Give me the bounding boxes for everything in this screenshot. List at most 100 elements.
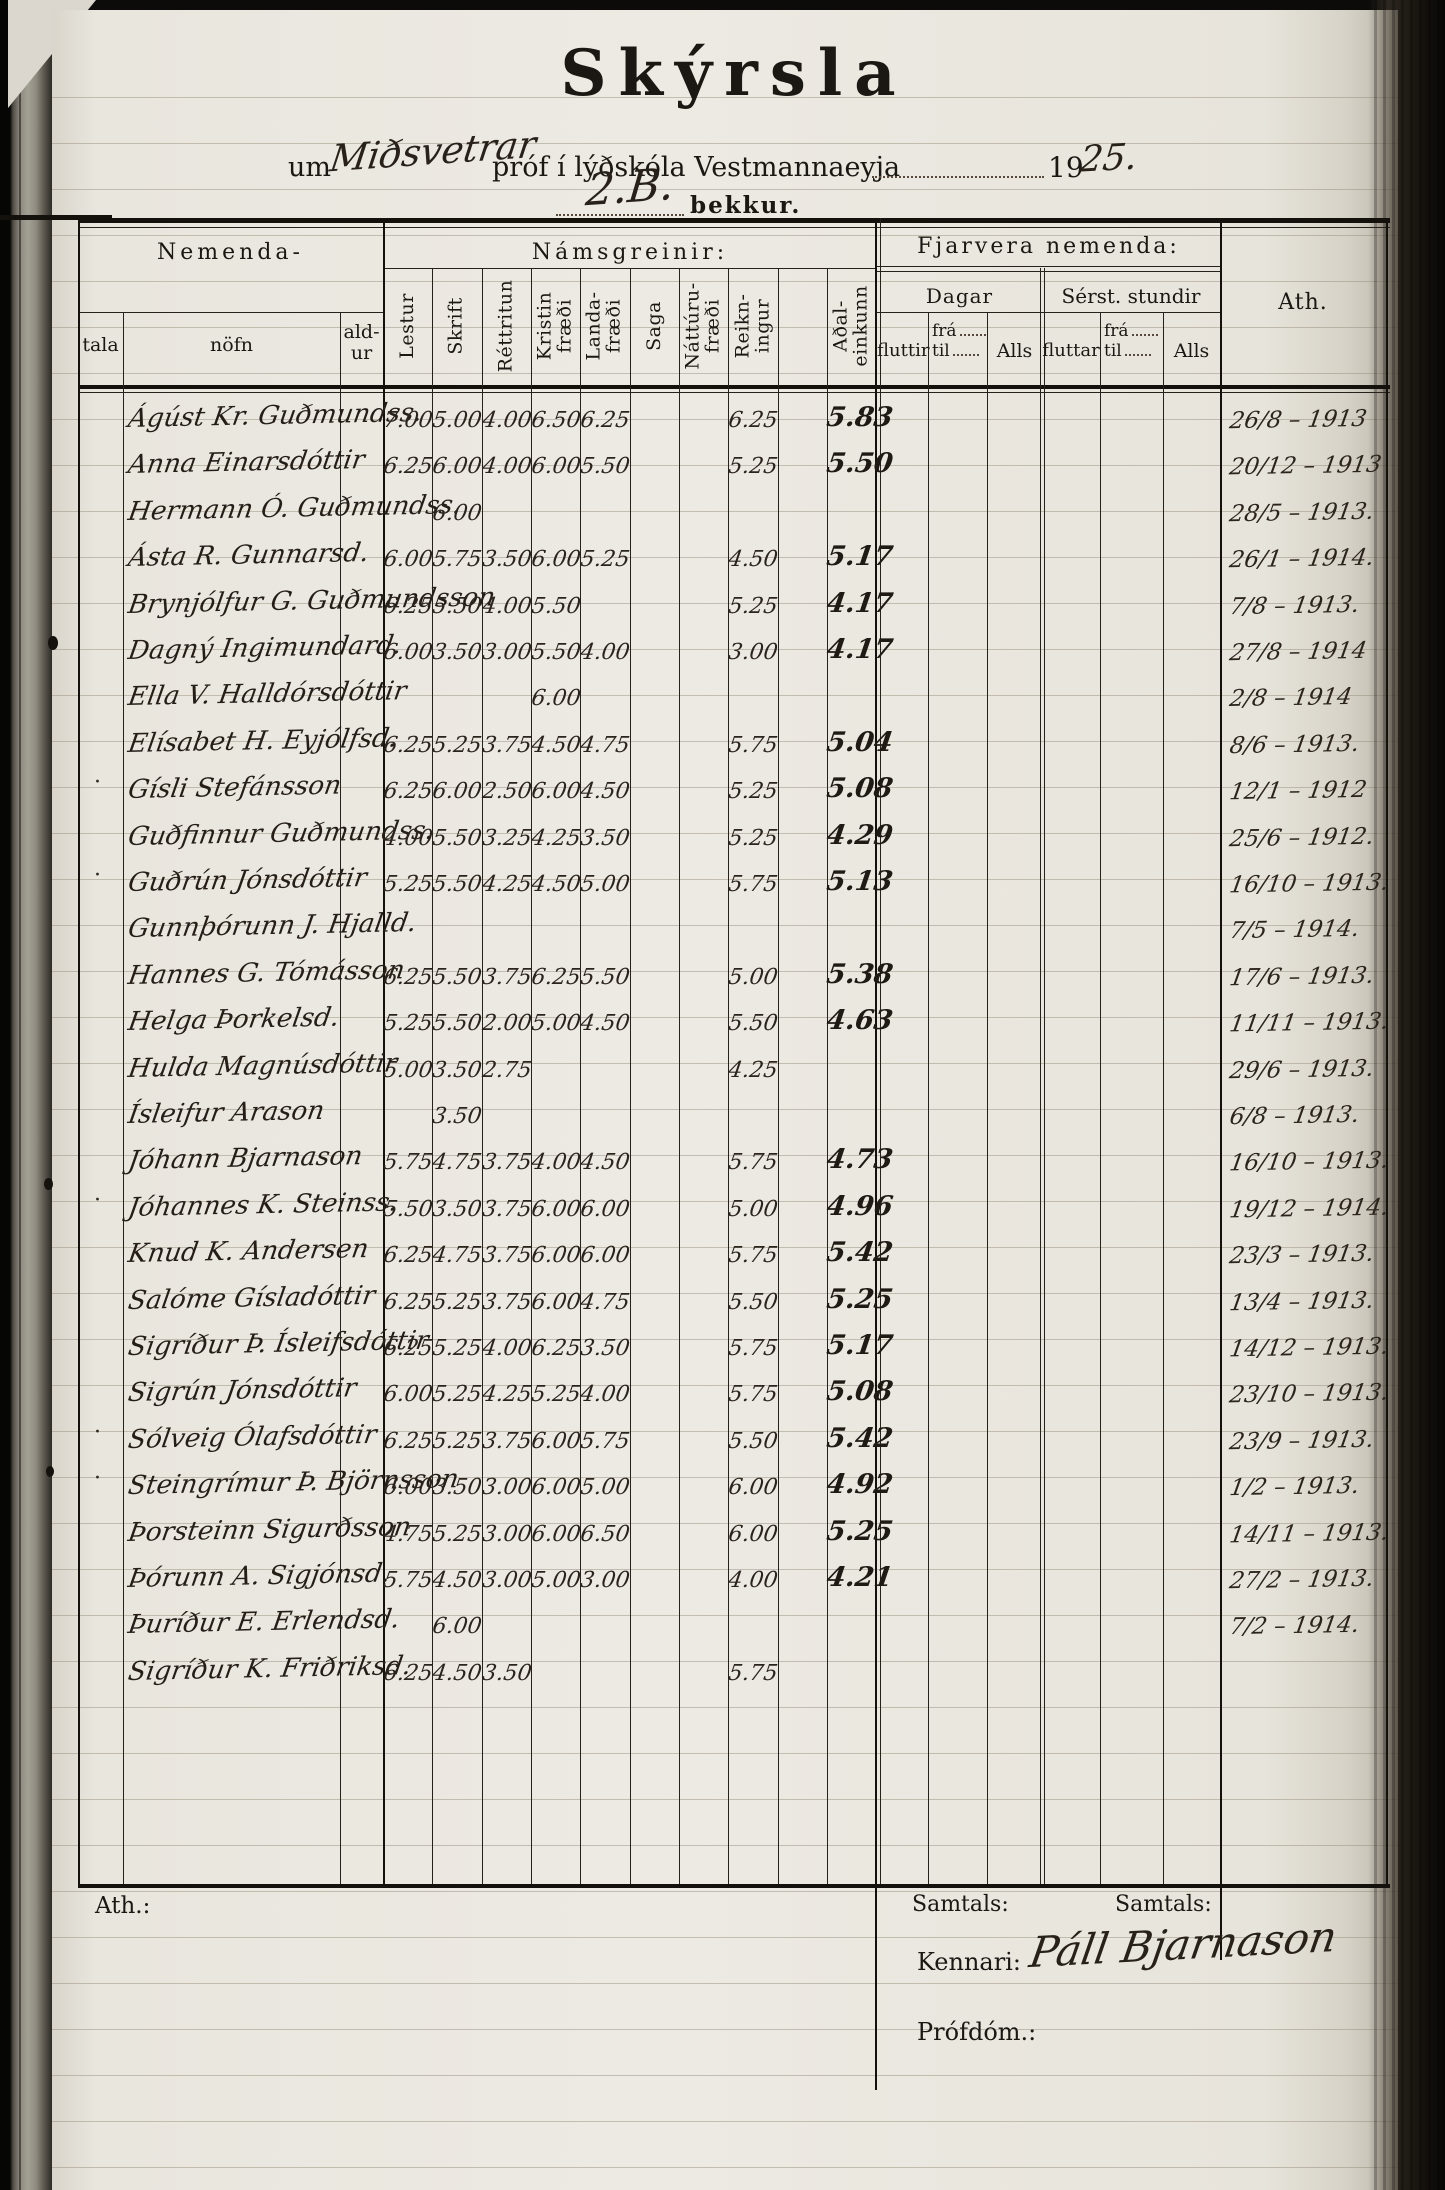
grade-cell-reikningur: 5.25	[726, 593, 780, 619]
student-name: Þórunn A. Sigjónsd.	[126, 1558, 393, 1594]
grade-cell-landafraedi: 4.50	[578, 779, 632, 805]
grade-cell-kristinfraedi: 5.00	[529, 1011, 583, 1037]
subtitle-text: próf í lýðskóla Vestmannaeyja	[492, 152, 901, 183]
grade-cell-kristinfraedi: 5.50	[529, 593, 583, 619]
birthdate-note: 7/5 – 1914.	[1227, 916, 1362, 945]
grid-line	[123, 312, 124, 1884]
grade-cell-adaleinkunn: 5.08	[824, 1376, 895, 1408]
student-row: Hannes G. Tómásson 6.25 5.50 3.75 6.25 5.50 5.…	[78, 947, 1390, 993]
grade-cell-rettritun: 2.00	[480, 1011, 534, 1037]
grid-line	[78, 392, 1390, 393]
column-header-natturufraedi: Náttúru- fræði	[679, 270, 728, 382]
margin-mark: ·	[94, 1466, 101, 1492]
grade-cell-reikningur: 5.50	[726, 1428, 780, 1454]
birthdate-note: 20/12 – 1913	[1227, 452, 1384, 481]
margin-mark: ·	[94, 1419, 101, 1445]
student-name: Ásta R. Gunnarsd.	[126, 538, 372, 574]
birthdate-note: 14/12 – 1913.	[1227, 1333, 1391, 1363]
birthdate-note: 14/11 – 1913.	[1227, 1519, 1391, 1548]
grid-line	[78, 227, 1390, 228]
student-row: Jóhann Bjarnason 5.75 4.75 3.75 4.00 4.50 5.75…	[78, 1132, 1391, 1178]
grade-cell-kristinfraedi: 5.25	[529, 1382, 583, 1408]
student-row: · Sólveig Ólafsdóttir 6.25 5.25 3.75 6.00 5.75…	[78, 1411, 1390, 1457]
grid-line	[877, 266, 1220, 267]
grade-cell-landafraedi: 6.50	[578, 1521, 632, 1547]
grade-cell-reikningur: 5.25	[726, 454, 780, 480]
ink-smudge	[48, 636, 58, 650]
grid-line	[728, 268, 729, 1884]
grade-cell-landafraedi: 4.00	[578, 1382, 632, 1408]
profdom-label: Prófdóm.:	[917, 2018, 1037, 2046]
grade-cell-skrift: 5.25	[430, 1521, 484, 1547]
margin-mark: ·	[94, 770, 101, 796]
column-header-nofn: nöfn	[210, 334, 253, 356]
grade-cell-landafraedi: 6.25	[578, 408, 632, 433]
grid-line	[383, 218, 385, 1884]
ath-footer-label: Ath.:	[95, 1893, 151, 1919]
column-header-alls-stundir: Alls	[1173, 340, 1210, 362]
grade-cell-kristinfraedi: 6.00	[529, 454, 583, 480]
margin-mark: ·	[94, 863, 101, 888]
grade-cell-lestur: 5.25	[381, 1011, 435, 1037]
grade-cell-landafraedi: 5.50	[578, 964, 632, 990]
grade-cell-kristinfraedi: 6.25	[529, 1336, 583, 1361]
grade-cell-lestur: 6.25	[381, 454, 435, 480]
subtitle-um: um	[288, 152, 331, 183]
namsgreinir-header: Námsgreinir:	[531, 240, 729, 265]
student-name: Hannes G. Tómásson	[126, 955, 407, 991]
column-header-label: Réttritun	[494, 279, 517, 373]
column-header-rettritun: Réttritun	[482, 270, 531, 382]
grade-cell-lestur: 5.50	[381, 1196, 435, 1222]
student-name: Gunnþórunn J. Hjalld.	[126, 908, 419, 945]
column-header-adaleinkunn: Aðal- einkunn	[827, 270, 877, 382]
til-label: til	[932, 340, 950, 361]
kennari-label: Kennari:	[917, 1948, 1021, 1976]
grade-cell-rettritun: 3.75	[480, 732, 534, 758]
grade-cell-rettritun: 3.75	[480, 1196, 534, 1222]
grade-cell-lestur: 6.25	[381, 593, 435, 619]
margin-rule-stub	[0, 215, 112, 220]
grade-cell-adaleinkunn: 4.92	[824, 1469, 895, 1501]
grade-cell-skrift: 4.75	[430, 1243, 484, 1269]
grade-cell-skrift: 5.25	[430, 1382, 484, 1408]
grade-cell-lestur: 6.25	[381, 1428, 435, 1454]
column-header-reikningur: Reikn- ingur	[728, 270, 778, 382]
grade-cell-reikningur: 4.50	[726, 547, 780, 573]
grade-cell-rettritun: 4.25	[480, 872, 534, 897]
student-row: · Steingrímur Þ. Björnsson 6.00 3.50 3.00 6.0…	[78, 1457, 1390, 1503]
grade-cell-lestur: 6.00	[381, 547, 435, 573]
student-row: · Guðrún Jónsdóttir 5.25 5.50 4.25 4.50 5.00 5.…	[78, 854, 1391, 900]
birthdate-note: 17/6 – 1913.	[1227, 962, 1376, 992]
grade-cell-skrift: 4.75	[430, 1150, 484, 1176]
grade-cell-reikningur: 6.00	[726, 1475, 780, 1501]
student-row: Salóme Gísladóttir 6.25 5.25 3.75 6.00 4.75 5.…	[78, 1272, 1390, 1318]
grid-line	[877, 312, 1220, 313]
column-header-lestur: Lestur	[383, 270, 432, 382]
grade-cell-rettritun: 4.00	[480, 593, 534, 619]
column-header-landafraedi: Landa- fræði	[580, 270, 630, 382]
birthdate-note: 23/9 – 1913.	[1227, 1426, 1376, 1456]
student-row: Ágúst Kr. Guðmundss. 7.00 5.00 4.00 6.50 6.25…	[78, 390, 1390, 436]
grid-line	[778, 268, 779, 1884]
grid-line	[78, 218, 1390, 223]
student-name: Ella V. Halldórsdóttir	[126, 676, 409, 713]
column-header-fluttar: fluttar	[1042, 340, 1100, 361]
grade-cell-lestur: 6.25	[381, 1289, 435, 1315]
grade-cell-kristinfraedi: 6.00	[529, 547, 583, 573]
column-header-tala: tala	[82, 334, 119, 356]
dotted-fill	[1131, 324, 1158, 336]
grade-cell-reikningur: 5.75	[726, 1243, 780, 1269]
grade-cell-adaleinkunn: 4.96	[824, 1190, 895, 1222]
student-name: Ísleifur Arason	[126, 1095, 327, 1130]
grid-line	[875, 218, 877, 2090]
grade-cell-lestur: 6.25	[381, 1336, 435, 1361]
samtals-stundir-label: Samtals:	[1115, 1892, 1212, 1917]
grid-line	[78, 1884, 1390, 1888]
grade-cell-lestur: 6.25	[381, 1660, 435, 1686]
column-header-label: Skrift	[445, 297, 468, 355]
grade-cell-lestur: 5.75	[381, 1150, 435, 1176]
grid-line	[679, 268, 680, 1884]
birthdate-note: 27/2 – 1913.	[1227, 1565, 1376, 1595]
grade-cell-kristinfraedi: 6.00	[529, 1243, 583, 1269]
